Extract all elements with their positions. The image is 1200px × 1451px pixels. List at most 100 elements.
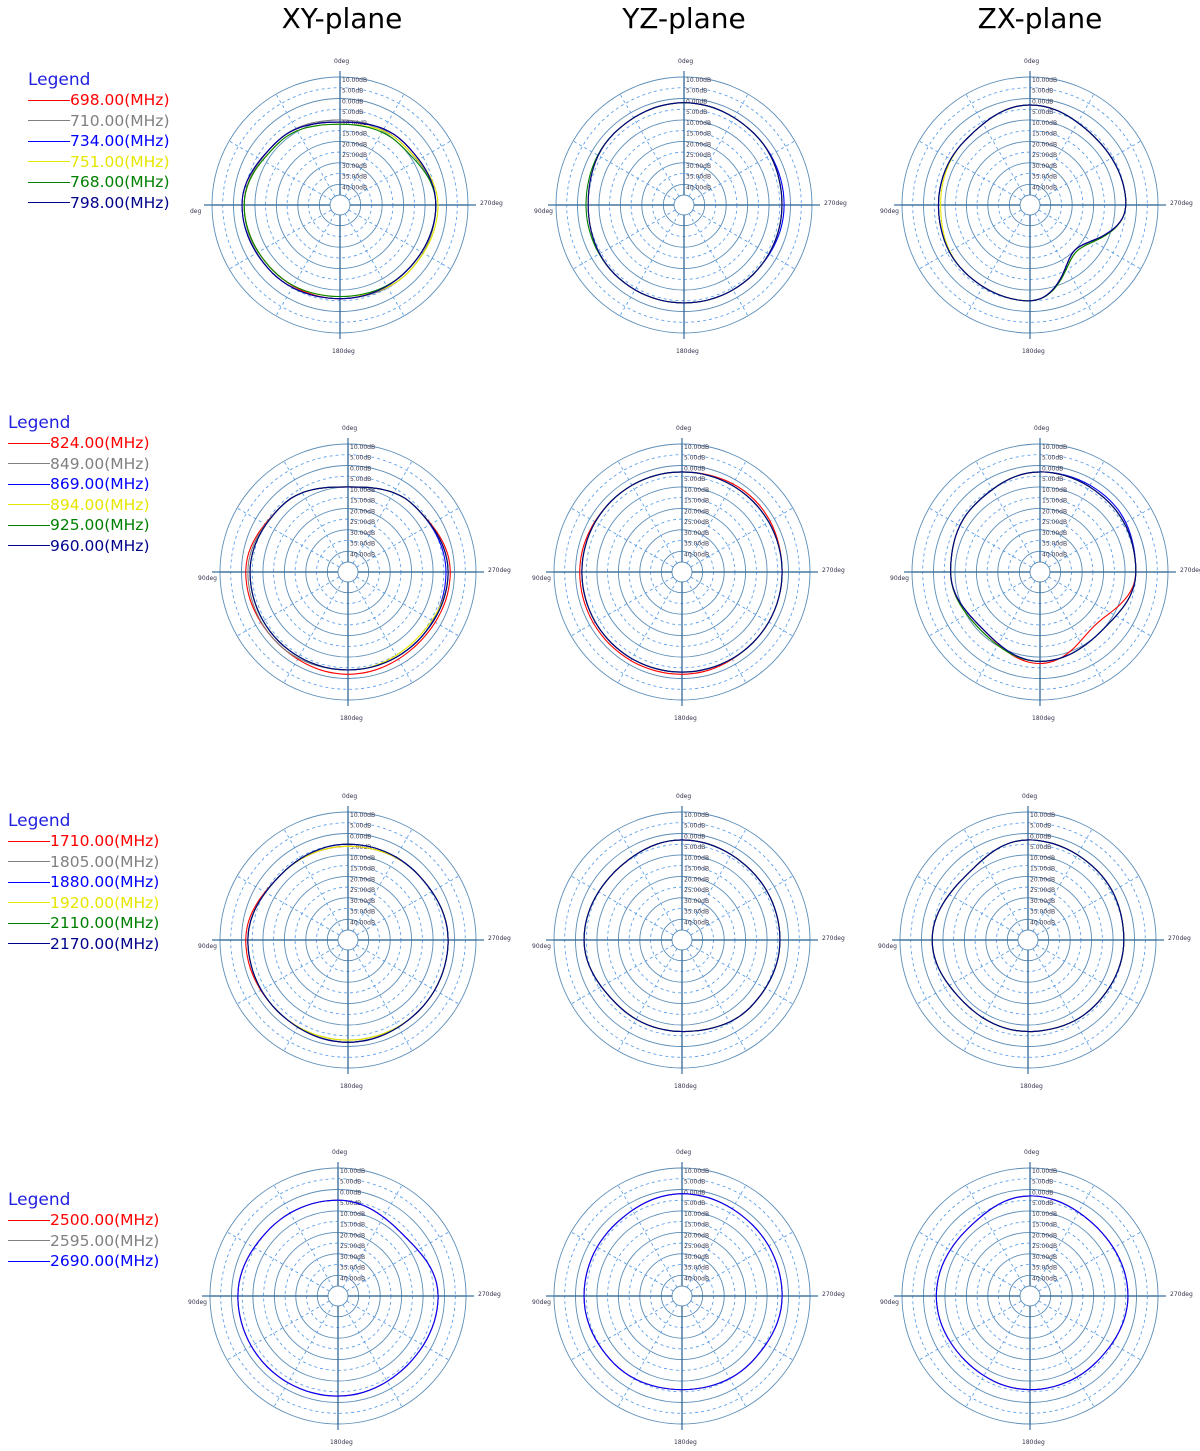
plane-title-xy: XY-plane xyxy=(281,2,403,35)
grid-spoke xyxy=(928,507,1032,568)
angle-label-180deg: 180deg xyxy=(332,348,355,355)
radial-tick-label: 20.00dB xyxy=(340,1232,365,1239)
radial-tick-label: 15.00dB xyxy=(350,866,375,873)
legend: Legend 698.00(MHz) 710.00(MHz) 734.00(MHz) 7… xyxy=(28,70,170,213)
grid-spoke xyxy=(236,944,340,1005)
grid-spoke xyxy=(617,828,678,932)
angle-label-0deg: 0deg xyxy=(342,793,357,800)
legend-swatch xyxy=(8,922,50,924)
grid-spoke xyxy=(236,576,340,637)
radial-tick-label: 15.00dB xyxy=(1032,131,1057,138)
radial-tick-label: 35.00dB xyxy=(350,909,375,916)
grid-spoke xyxy=(690,875,794,936)
angle-label-0deg: 0deg xyxy=(676,1149,691,1156)
grid-spoke xyxy=(916,944,1020,1005)
angle-label-90deg: 90deg xyxy=(878,943,897,950)
legend-label: 2690.00(MHz) xyxy=(50,1252,160,1271)
grid-spoke xyxy=(226,1300,330,1361)
grid-ring-center xyxy=(1019,1285,1041,1307)
radial-tick-label: 0.00dB xyxy=(350,466,371,473)
grid-spoke xyxy=(975,580,1036,684)
grid-spoke xyxy=(617,1304,678,1408)
radial-tick-label: 30.00dB xyxy=(1032,1254,1057,1261)
legend-swatch xyxy=(8,545,50,547)
radial-tick-label: 30.00dB xyxy=(1030,898,1055,905)
pattern-trace xyxy=(583,839,781,1033)
grid-spoke xyxy=(570,1231,674,1292)
radial-tick-label: 5.00dB xyxy=(1032,109,1053,116)
grid-spoke xyxy=(356,875,460,936)
grid-spoke xyxy=(570,944,674,1005)
legend-title: Legend xyxy=(8,811,71,831)
grid-spoke xyxy=(686,1304,747,1408)
grid-spoke xyxy=(690,1231,794,1292)
radial-tick-label: 15.00dB xyxy=(1030,866,1055,873)
radial-tick-label: 5.00dB xyxy=(350,455,371,462)
angle-label-270deg: 270deg xyxy=(824,200,847,207)
legend-item: 849.00(MHz) xyxy=(8,454,150,475)
legend-swatch xyxy=(28,120,70,122)
legend-swatch xyxy=(8,1240,50,1242)
legend-item: 2170.00(MHz) xyxy=(8,934,159,955)
legend-item: 960.00(MHz) xyxy=(8,536,150,557)
radial-tick-label: 40.00dB xyxy=(1032,184,1057,191)
angle-label-180deg: 180deg xyxy=(1032,715,1055,722)
angle-label-0deg: 0deg xyxy=(676,793,691,800)
legend-swatch xyxy=(28,99,70,101)
legend-item: 698.00(MHz) xyxy=(28,90,170,111)
grid-spoke xyxy=(617,580,678,684)
angle-label-0deg: 0deg xyxy=(678,58,693,65)
grid-spoke xyxy=(570,507,674,568)
radial-tick-label: 35.00dB xyxy=(1032,174,1057,181)
radial-tick-label: 15.00dB xyxy=(1032,1222,1057,1229)
radial-tick-label: 35.00dB xyxy=(684,909,709,916)
radial-tick-label: 20.00dB xyxy=(350,508,375,515)
legend-swatch xyxy=(28,161,70,163)
grid-spoke xyxy=(228,209,332,270)
grid-spoke xyxy=(352,460,413,564)
grid-spoke xyxy=(1038,1300,1142,1361)
legend-swatch xyxy=(8,861,50,863)
radial-tick-label: 20.00dB xyxy=(342,141,367,148)
grid-spoke xyxy=(918,209,1022,270)
radial-tick-label: 35.00dB xyxy=(340,1265,365,1272)
angle-label-270deg: 270deg xyxy=(480,200,503,207)
grid-spoke xyxy=(692,209,796,270)
radial-tick-label: 10.00dB xyxy=(1042,444,1067,451)
angle-label-90deg: 90deg xyxy=(532,575,551,582)
radial-tick-label: 10.00dB xyxy=(350,855,375,862)
grid-spoke xyxy=(352,828,413,932)
radial-tick-label: 40.00dB xyxy=(684,551,709,558)
radial-tick-label: 30.00dB xyxy=(1042,530,1067,537)
angle-label-180deg: 180deg xyxy=(340,1083,363,1090)
legend-label: 751.00(MHz) xyxy=(70,152,170,171)
legend-swatch xyxy=(8,524,50,526)
angle-label-0deg: 0deg xyxy=(342,425,357,432)
radial-tick-label: 0.00dB xyxy=(1032,1190,1053,1197)
polar-chart: 10.00dB 5.00dB 0.00dB 5.00dB 10.00dB 15.00dB 2… xyxy=(198,793,511,1090)
legend-title: Legend xyxy=(28,70,91,90)
legend-label: 2500.00(MHz) xyxy=(50,1211,160,1230)
grid-spoke xyxy=(965,1184,1026,1288)
radial-tick-label: 30.00dB xyxy=(342,163,367,170)
grid-spoke xyxy=(965,93,1026,197)
radial-tick-label: 20.00dB xyxy=(684,508,709,515)
legend-label: 734.00(MHz) xyxy=(70,132,170,151)
radial-tick-label: 10.00dB xyxy=(1032,1168,1057,1175)
radial-tick-label: 40.00dB xyxy=(684,1275,709,1282)
grid-spoke xyxy=(692,140,796,201)
grid-spoke xyxy=(928,576,1032,637)
grid-spoke xyxy=(342,1304,403,1408)
grid-spoke xyxy=(346,1231,450,1292)
legend-title: Legend xyxy=(8,1190,71,1210)
radial-tick-label: 0.00dB xyxy=(1030,834,1051,841)
radial-tick-label: 10.00dB xyxy=(342,77,367,84)
radial-tick-label: 35.00dB xyxy=(684,541,709,548)
radial-tick-label: 10.00dB xyxy=(350,487,375,494)
grid-spoke xyxy=(342,1184,403,1288)
angle-label-270deg: 270deg xyxy=(1168,935,1191,942)
radial-tick-label: 10.00dB xyxy=(340,1168,365,1175)
angle-label-0deg: 0deg xyxy=(334,58,349,65)
radial-tick-label: 25.00dB xyxy=(1030,887,1055,894)
polar-chart: 10.00dB 5.00dB 0.00dB 5.00dB 10.00dB 15.00dB 2… xyxy=(534,58,847,355)
